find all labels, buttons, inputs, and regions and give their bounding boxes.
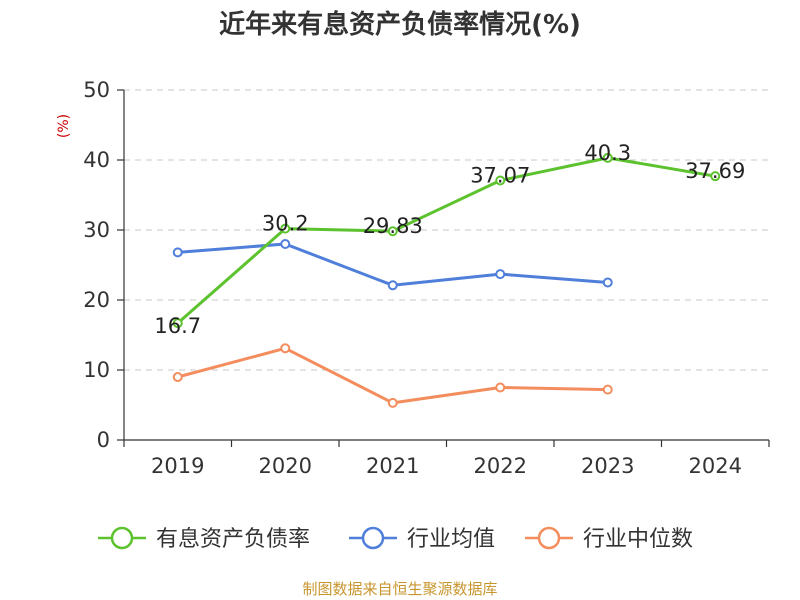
legend-marker: [537, 526, 561, 550]
data-point: [280, 239, 291, 249]
data-point: [280, 223, 291, 234]
legend-label: 有息资产负债率: [156, 527, 310, 552]
y-tick-label: 50: [83, 78, 110, 102]
data-point: [387, 397, 398, 408]
y-tick-label: 10: [83, 358, 110, 382]
series-line: [177, 346, 608, 405]
data-point: [602, 152, 613, 163]
data-label: 30.2: [262, 212, 309, 236]
x-tick-label: 2023: [581, 454, 634, 478]
x-tick-label: 2024: [689, 454, 742, 478]
data-labels: 16.7 30.2 29.83 37.07 40.3 37.69: [154, 141, 745, 338]
x-tick-label: 2021: [366, 454, 419, 478]
data-label: 37.69: [685, 159, 745, 183]
data-label: 29.83: [363, 214, 423, 238]
source-note: 制图数据来自恒生聚源数据库: [302, 580, 497, 598]
data-point: [172, 372, 183, 382]
y-axis-label: (%): [56, 114, 72, 138]
data-point: [710, 171, 721, 182]
y-tick-label: 30: [83, 218, 110, 242]
data-point: [495, 382, 506, 393]
data-point: [495, 269, 506, 280]
data-point: [387, 280, 398, 291]
chart-title: 近年来有息资产负债率情况(%): [219, 9, 581, 40]
data-point: [280, 343, 291, 354]
data-label: 16.7: [154, 314, 201, 338]
legend: 有息资产负债率 行业均值 行业中位数: [98, 526, 693, 552]
legend-label: 行业均值: [407, 527, 495, 552]
y-tick-label: 20: [83, 288, 110, 312]
data-label: 37.07: [470, 164, 530, 188]
grid-lines: [124, 89, 769, 371]
series-lines: [172, 152, 721, 408]
x-tick-label: 2020: [259, 454, 312, 478]
x-tick-label: 2019: [151, 454, 204, 478]
legend-marker: [110, 526, 134, 550]
data-point: [602, 384, 613, 395]
legend-label: 行业中位数: [583, 527, 693, 552]
y-tick-label: 0: [97, 428, 110, 452]
data-point: [387, 226, 398, 237]
x-tick-label: 2022: [474, 454, 527, 478]
data-point: [172, 247, 183, 258]
data-label: 40.3: [584, 141, 631, 165]
data-point: [602, 277, 613, 288]
series-line: [176, 156, 716, 325]
axes: 0 10 20 30 40 50 2019 2020 2021 2022 2023 2024: [83, 78, 770, 478]
data-point: [172, 318, 183, 329]
legend-marker: [361, 526, 385, 550]
y-tick-label: 40: [83, 148, 110, 172]
data-point: [495, 175, 506, 186]
